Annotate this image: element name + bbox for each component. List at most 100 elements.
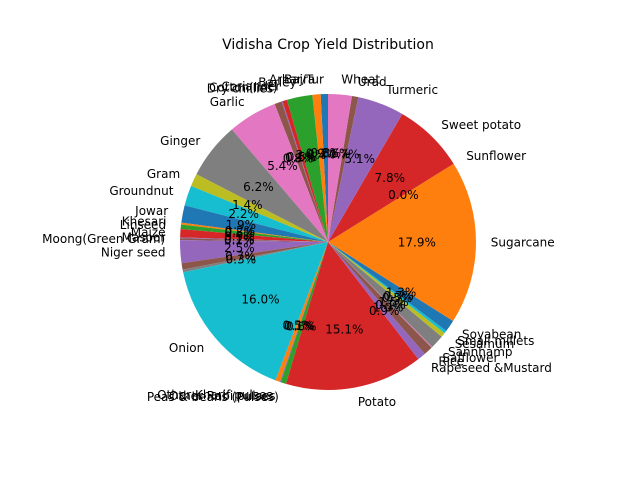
slice-percent-label: 5.4%	[267, 159, 298, 173]
pie-slice	[320, 94, 328, 242]
slice-percent-label: 2.2%	[228, 207, 259, 221]
slice-category-label: Niger seed	[101, 246, 166, 260]
pie-slice	[181, 242, 328, 270]
slice-percent-label: 0.1%	[284, 319, 315, 333]
pie-slice	[328, 242, 442, 347]
pie-slice	[282, 99, 328, 242]
pie-slice	[328, 94, 352, 242]
slice-percent-label: 0.2%	[224, 233, 255, 247]
pie-slice	[281, 101, 328, 243]
slice-percent-label: 0.1%	[224, 232, 255, 246]
slice-category-label: Jowar	[134, 204, 168, 218]
slice-category-label: Dry chillies	[207, 82, 273, 96]
slice-percent-label: 0.8%	[311, 146, 342, 160]
slice-category-label: Wheat	[341, 73, 380, 87]
slice-percent-label: 0.7%	[225, 250, 256, 264]
slice-percent-label: 0.3%	[383, 289, 414, 303]
slice-percent-label: 1.0%	[373, 300, 404, 314]
pie-slice	[180, 240, 328, 264]
pie-slice	[285, 242, 419, 390]
pie-slice	[180, 224, 328, 242]
slice-category-label: Maize	[131, 225, 166, 239]
slice-percent-label: 0.7%	[329, 148, 360, 162]
slice-percent-label: 2.6%	[320, 146, 351, 160]
pie-slice	[328, 113, 454, 243]
pie-slice	[181, 205, 328, 242]
slice-percent-label: 0.2%	[225, 224, 256, 238]
slice-percent-label: 0.3%	[226, 252, 257, 266]
pie-slice	[181, 222, 328, 242]
slice-category-label: Peas & beans (Pulses)	[147, 390, 279, 404]
slice-percent-label: 0.9%	[224, 230, 255, 244]
slice-percent-label: 1.9%	[226, 218, 257, 232]
slice-category-label: Gram	[147, 167, 180, 181]
slice-percent-label: 1.5%	[378, 295, 409, 309]
slice-category-label: Garlic	[210, 95, 245, 109]
slice-percent-label: 0.5%	[224, 226, 255, 240]
slice-percent-label: 5.1%	[345, 152, 376, 166]
pie-slice	[274, 101, 328, 243]
slice-category-label: Bajra	[284, 73, 315, 87]
slice-percent-label: 1.3%	[386, 285, 417, 299]
pie-slice	[196, 129, 328, 242]
slice-category-label: Rice	[438, 355, 464, 369]
slice-percent-label: 1.4%	[232, 198, 263, 212]
slice-percent-label: 0.1%	[375, 298, 406, 312]
pie-slice	[191, 174, 328, 242]
pie-slice	[180, 238, 328, 242]
slice-percent-label: 0.0%	[388, 188, 419, 202]
slice-category-label: Sannhamp	[448, 345, 512, 359]
pie-slice	[182, 242, 328, 273]
pie-slice	[328, 242, 447, 334]
pie-slice	[180, 229, 328, 242]
pie-slice	[280, 242, 328, 384]
slice-category-label: Linseed	[120, 218, 166, 232]
slice-percent-label: 0.9%	[306, 146, 337, 160]
slice-percent-label: 2.8%	[296, 148, 327, 162]
pie-slice	[286, 94, 328, 242]
pie-slice	[184, 186, 328, 242]
slice-percent-label: 2.5%	[224, 241, 255, 255]
pie-slice	[231, 103, 328, 242]
slice-category-label: Ginger	[160, 134, 200, 148]
slice-category-label: Small millets	[457, 334, 534, 348]
slice-category-label: Masoor	[122, 230, 166, 244]
slice-percent-label: 0.5%	[287, 150, 318, 164]
slice-percent-label: 0.5%	[382, 291, 413, 305]
pie-slice	[180, 237, 328, 242]
slice-category-label: Safflower	[442, 351, 498, 365]
pie-slice	[328, 242, 445, 337]
pie-slice	[328, 242, 425, 360]
slice-percent-label: 15.1%	[325, 322, 363, 336]
slice-percent-label: 0.5%	[283, 318, 314, 332]
slice-percent-label: 0.6%	[286, 320, 317, 334]
slice-category-label: Potato	[358, 395, 396, 409]
pie-slice	[328, 95, 359, 243]
slice-category-label: Cotton(lint)	[209, 80, 277, 94]
slice-category-label: Coriander	[221, 79, 280, 93]
pie-slice	[183, 242, 328, 381]
pie-slices	[180, 94, 476, 390]
pie-slice	[328, 97, 403, 243]
slice-category-label: Khesari	[122, 215, 167, 229]
slice-category-label: Soyabean	[462, 327, 521, 341]
slice-percent-label: 17.9%	[398, 235, 436, 249]
slice-category-label: Onion	[169, 341, 204, 355]
slice-percent-label: 0.1%	[285, 151, 316, 165]
pie-slice	[312, 94, 328, 242]
slice-category-label: Other Kharif pulses	[157, 388, 272, 402]
slice-category-label: Urad	[358, 75, 387, 89]
slice-percent-label: 7.8%	[375, 171, 406, 185]
slice-category-label: Groundnut	[109, 184, 173, 198]
pie-percent-labels: 0.8%0.9%2.8%0.5%0.1%0.8%5.4%6.2%1.4%2.2%…	[224, 146, 436, 336]
pie-slice	[328, 242, 454, 331]
slice-category-label: Sweet potato	[441, 118, 521, 132]
pie-slice	[328, 242, 432, 354]
pie-slice	[279, 242, 328, 383]
pie-slice	[328, 242, 433, 348]
pie-slice	[275, 242, 328, 382]
slice-category-label: Rapeseed &Mustard	[431, 361, 552, 375]
pie-slice	[328, 163, 476, 322]
slice-percent-label: 16.0%	[241, 293, 279, 307]
